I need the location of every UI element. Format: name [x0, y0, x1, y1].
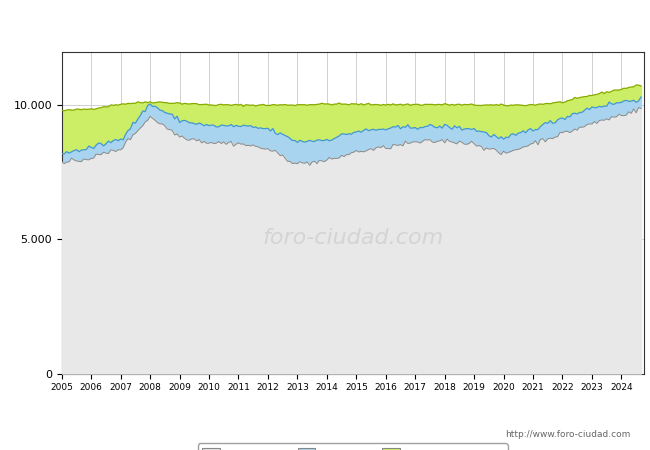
Legend: Ocupados, Parados, Hab. entre 16-64: Ocupados, Parados, Hab. entre 16-64	[198, 443, 508, 450]
Text: Mos - Evolucion de la poblacion en edad de Trabajar Septiembre de 2024: Mos - Evolucion de la poblacion en edad …	[91, 17, 559, 30]
Text: foro-ciudad.com: foro-ciudad.com	[262, 228, 443, 248]
Text: http://www.foro-ciudad.com: http://www.foro-ciudad.com	[505, 430, 630, 439]
